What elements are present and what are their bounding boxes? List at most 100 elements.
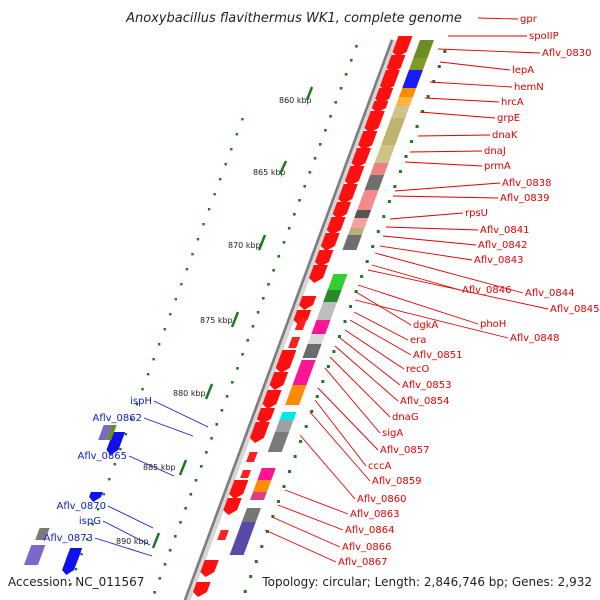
kbp-tick-label: 880 kbp [173,389,206,398]
leader-line [353,311,409,341]
forward-gene-arrow [200,560,219,577]
scale-dot [91,523,94,526]
scale-dot [404,155,408,158]
gene-label: phoH [480,319,506,330]
scale-dot [360,275,364,278]
cog-gene-block [395,97,413,106]
gc-dot [199,465,203,468]
leader-line [344,329,405,370]
gene-label: Aflv_0866 [342,542,392,553]
scale-dot [382,215,386,218]
forward-strand-genes [192,36,413,597]
scale-dot [174,298,178,301]
gc-dot [210,437,213,440]
forward-gene-arrow [338,184,358,204]
scale-dot [74,568,78,571]
gc-dot [246,339,250,342]
gc-dot [282,241,286,244]
scale-dot [224,163,227,166]
forward-gene-block [294,318,308,330]
gc-dot [339,87,343,90]
kbp-tick-label: 890 kbp [116,537,149,546]
gc-dot [153,591,156,594]
scale-dot [213,193,216,196]
scale-dot [80,553,83,556]
forward-gene-arrow [326,217,346,235]
gc-dot [324,129,327,132]
scale-dot [230,148,233,151]
scale-dot [365,260,369,263]
scale-dot [410,140,414,143]
gc-dot [287,227,291,230]
kbp-tick [278,160,288,175]
forward-gene-arrow [320,233,340,251]
leader-line [284,489,349,515]
scale-dot [371,245,375,248]
cog-gene-block [316,302,338,320]
leader-line [394,182,501,192]
scale-dot [97,508,100,511]
scale-dot [288,470,292,473]
cog-gene-block [229,522,256,555]
leader-line [94,537,153,557]
leader-line [424,97,500,103]
gene-label: Aflv_0854 [400,396,450,407]
gc-dot [158,577,162,580]
forward-gene-arrow [386,55,406,73]
leader-line [339,337,401,386]
gene-label: Aflv_0845 [550,304,600,315]
forward-gene-block [246,452,258,462]
gene-label: lepA [512,65,534,76]
scale-dot [293,455,297,458]
leader-line [314,399,367,467]
cog-gene-block [241,508,262,522]
gc-dot [220,409,224,412]
scale-dot [130,418,133,421]
cog-gene-block [408,58,428,70]
kbp-tick [230,311,240,328]
scale-dot [202,223,205,226]
scale-dot [152,358,155,361]
gc-dot [194,479,198,482]
scale-dot [102,493,105,496]
gc-dot [262,297,265,300]
forward-gene-block [240,470,252,478]
gc-dot [298,199,301,202]
scale-dot [271,515,275,518]
scale-dot [415,125,419,128]
cog-gene-block [302,344,322,358]
gc-dot [168,549,172,552]
cog-gene-block [275,420,294,432]
forward-gene-arrow [392,36,413,57]
gene-label: Aflv_0844 [525,288,575,299]
reverse-gene-block [106,425,117,440]
kbp-tick-label: 870 kbp [228,241,261,250]
cog-gene-block [252,480,272,492]
genome-backbone [183,38,398,600]
cog-gene-block [402,70,423,88]
scale-dot [163,328,166,331]
scale-dot [113,463,117,466]
kbp-tick-label: 875 kbp [200,316,233,325]
leader-line [329,356,391,418]
gene-label: Aflv_0865 [77,451,127,462]
scale-dot [354,290,358,293]
gc-dot [256,311,260,314]
kbp-tick [178,459,188,476]
gc-dot [303,185,307,188]
gene-label: hemN [514,82,544,93]
gc-dot [308,171,312,174]
leader-line [409,150,483,153]
gc-dot [344,73,348,76]
forward-gene-labels: gpr spoIIP Aflv_0830 lepA hemN hrcA grpE dnaK dn… [264,14,600,568]
scale-dot [119,448,122,451]
cog-gene-block [354,210,372,218]
gc-dot [174,535,177,538]
gene-label: ispH [130,396,152,407]
leader-line [379,245,473,261]
gc-dot [236,367,239,370]
forward-gene-arrow [358,131,378,150]
accession-text: Accession: NC_011567 [8,575,144,589]
scale-dot [260,545,264,548]
cog-gene-block [307,334,326,344]
